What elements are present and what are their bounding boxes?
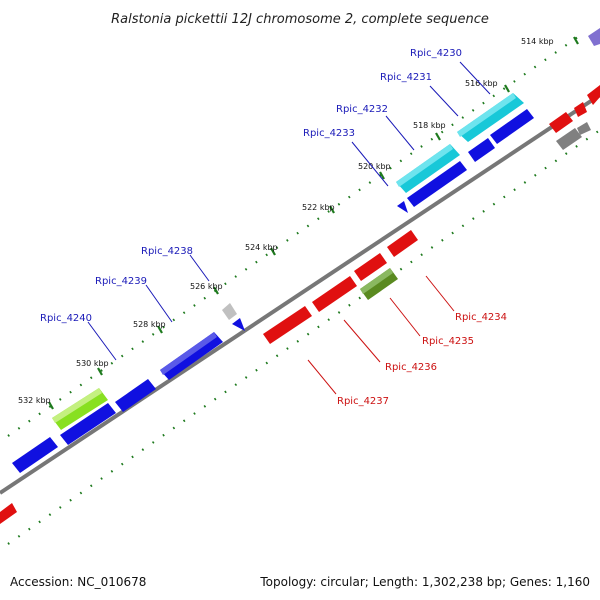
gene-label-rpic-4237[interactable]: Rpic_4237: [337, 396, 389, 407]
gene-arrow[interactable]: [263, 306, 312, 344]
scale-label-514: 514 kbp: [521, 37, 554, 46]
scale-label-524: 524 kbp: [245, 243, 278, 252]
forward-tick-track: [7, 31, 586, 437]
gene-arrow[interactable]: [160, 332, 223, 380]
scale-labels: 514 kbp 516 kbp 518 kbp 520 kbp 522 kbp …: [18, 37, 554, 405]
map-title: Ralstonia pickettii 12J chromosome 2, co…: [111, 12, 489, 27]
gene-arrow-shade: [457, 93, 516, 137]
scale-label-516: 516 kbp: [465, 79, 498, 88]
reverse-gene-labels: Rpic_4234 Rpic_4235 Rpic_4236 Rpic_4237: [337, 312, 507, 407]
gene-arrow[interactable]: [468, 138, 495, 162]
gene-arrow[interactable]: [549, 112, 573, 133]
scale-label-520: 520 kbp: [358, 162, 391, 171]
gene-label-rpic-4238[interactable]: Rpic_4238: [141, 246, 193, 257]
gene-arrow[interactable]: [0, 503, 17, 524]
scale-label-518: 518 kbp: [413, 121, 446, 130]
gene-arrow-shade: [160, 332, 217, 375]
gene-arrow-shade: [52, 388, 102, 423]
gene-label-rpic-4232[interactable]: Rpic_4232: [336, 104, 388, 115]
topology-summary: Topology: circular; Length: 1,302,238 bp…: [259, 575, 590, 589]
gene-arrow-shade: [360, 268, 393, 294]
gene-label-rpic-4235[interactable]: Rpic_4235: [422, 336, 474, 347]
gene-arrow[interactable]: [312, 276, 357, 312]
gene-label-rpic-4236[interactable]: Rpic_4236: [385, 362, 437, 373]
gene-arrow[interactable]: [574, 102, 587, 117]
major-ticks: [48, 36, 579, 410]
forward-gene-labels: Rpic_4230 Rpic_4231 Rpic_4232 Rpic_4233 …: [40, 48, 462, 324]
scale-label-532: 532 kbp: [18, 396, 51, 405]
gene-arrow[interactable]: [222, 303, 237, 320]
gene-arrow-shade: [396, 144, 453, 187]
gene-arrow[interactable]: [52, 388, 108, 430]
gene-label-rpic-4230[interactable]: Rpic_4230: [410, 48, 462, 59]
scale-label-530: 530 kbp: [76, 359, 109, 368]
gene-label-rpic-4233[interactable]: Rpic_4233: [303, 128, 355, 139]
reverse-leaders: [307, 275, 455, 395]
gene-label-rpic-4231[interactable]: Rpic_4231: [380, 72, 432, 83]
gene-arrow[interactable]: [232, 318, 245, 331]
gene-arrow[interactable]: [396, 144, 460, 193]
gene-arrow[interactable]: [12, 437, 58, 473]
scale-label-528: 528 kbp: [133, 320, 166, 329]
gene-arrow[interactable]: [407, 161, 467, 207]
gene-arrow[interactable]: [354, 253, 387, 281]
gene-label-rpic-4234[interactable]: Rpic_4234: [455, 312, 507, 323]
scale-label-522: 522 kbp: [302, 203, 335, 212]
forward-genes: [12, 28, 600, 473]
forward-leaders: [87, 61, 491, 361]
reverse-genes: [0, 85, 600, 524]
gene-arrow[interactable]: [60, 403, 116, 445]
scale-label-526: 526 kbp: [190, 282, 223, 291]
gene-arrow[interactable]: [115, 379, 156, 412]
gene-arrow[interactable]: [577, 122, 591, 135]
gene-arrow[interactable]: [490, 109, 534, 144]
gene-arrow[interactable]: [387, 230, 418, 257]
gene-arrow[interactable]: [588, 28, 600, 46]
gene-arrow[interactable]: [397, 201, 408, 213]
gene-label-rpic-4240[interactable]: Rpic_4240: [40, 313, 92, 324]
chromosome-axis: [0, 93, 600, 495]
accession-text: Accession: NC_010678: [10, 575, 146, 589]
gene-arrow[interactable]: [587, 85, 600, 105]
reverse-tick-track: [7, 129, 600, 545]
gene-arrow[interactable]: [457, 93, 524, 142]
gene-arrow[interactable]: [556, 128, 582, 150]
gene-label-rpic-4239[interactable]: Rpic_4239: [95, 276, 147, 287]
